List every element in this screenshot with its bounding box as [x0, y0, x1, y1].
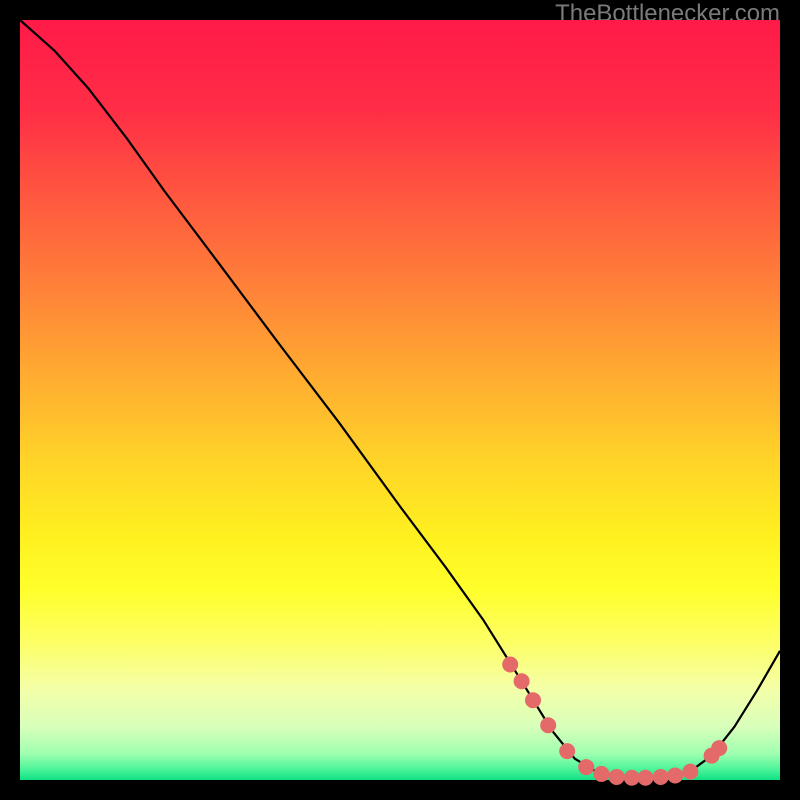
curve-marker	[541, 718, 556, 733]
canvas: TheBottlenecker.com	[0, 0, 800, 800]
curve-marker	[609, 769, 624, 784]
curve-marker	[712, 741, 727, 756]
curve-marker	[503, 657, 518, 672]
curve-marker	[514, 674, 529, 689]
plot-background	[20, 20, 780, 780]
curve-marker	[560, 744, 575, 759]
curve-marker	[579, 760, 594, 775]
curve-marker	[594, 766, 609, 781]
curve-marker	[638, 770, 653, 785]
curve-marker	[653, 769, 668, 784]
curve-marker	[683, 764, 698, 779]
curve-marker	[526, 693, 541, 708]
chart-svg	[0, 0, 800, 800]
curve-marker	[624, 770, 639, 785]
curve-marker	[668, 768, 683, 783]
